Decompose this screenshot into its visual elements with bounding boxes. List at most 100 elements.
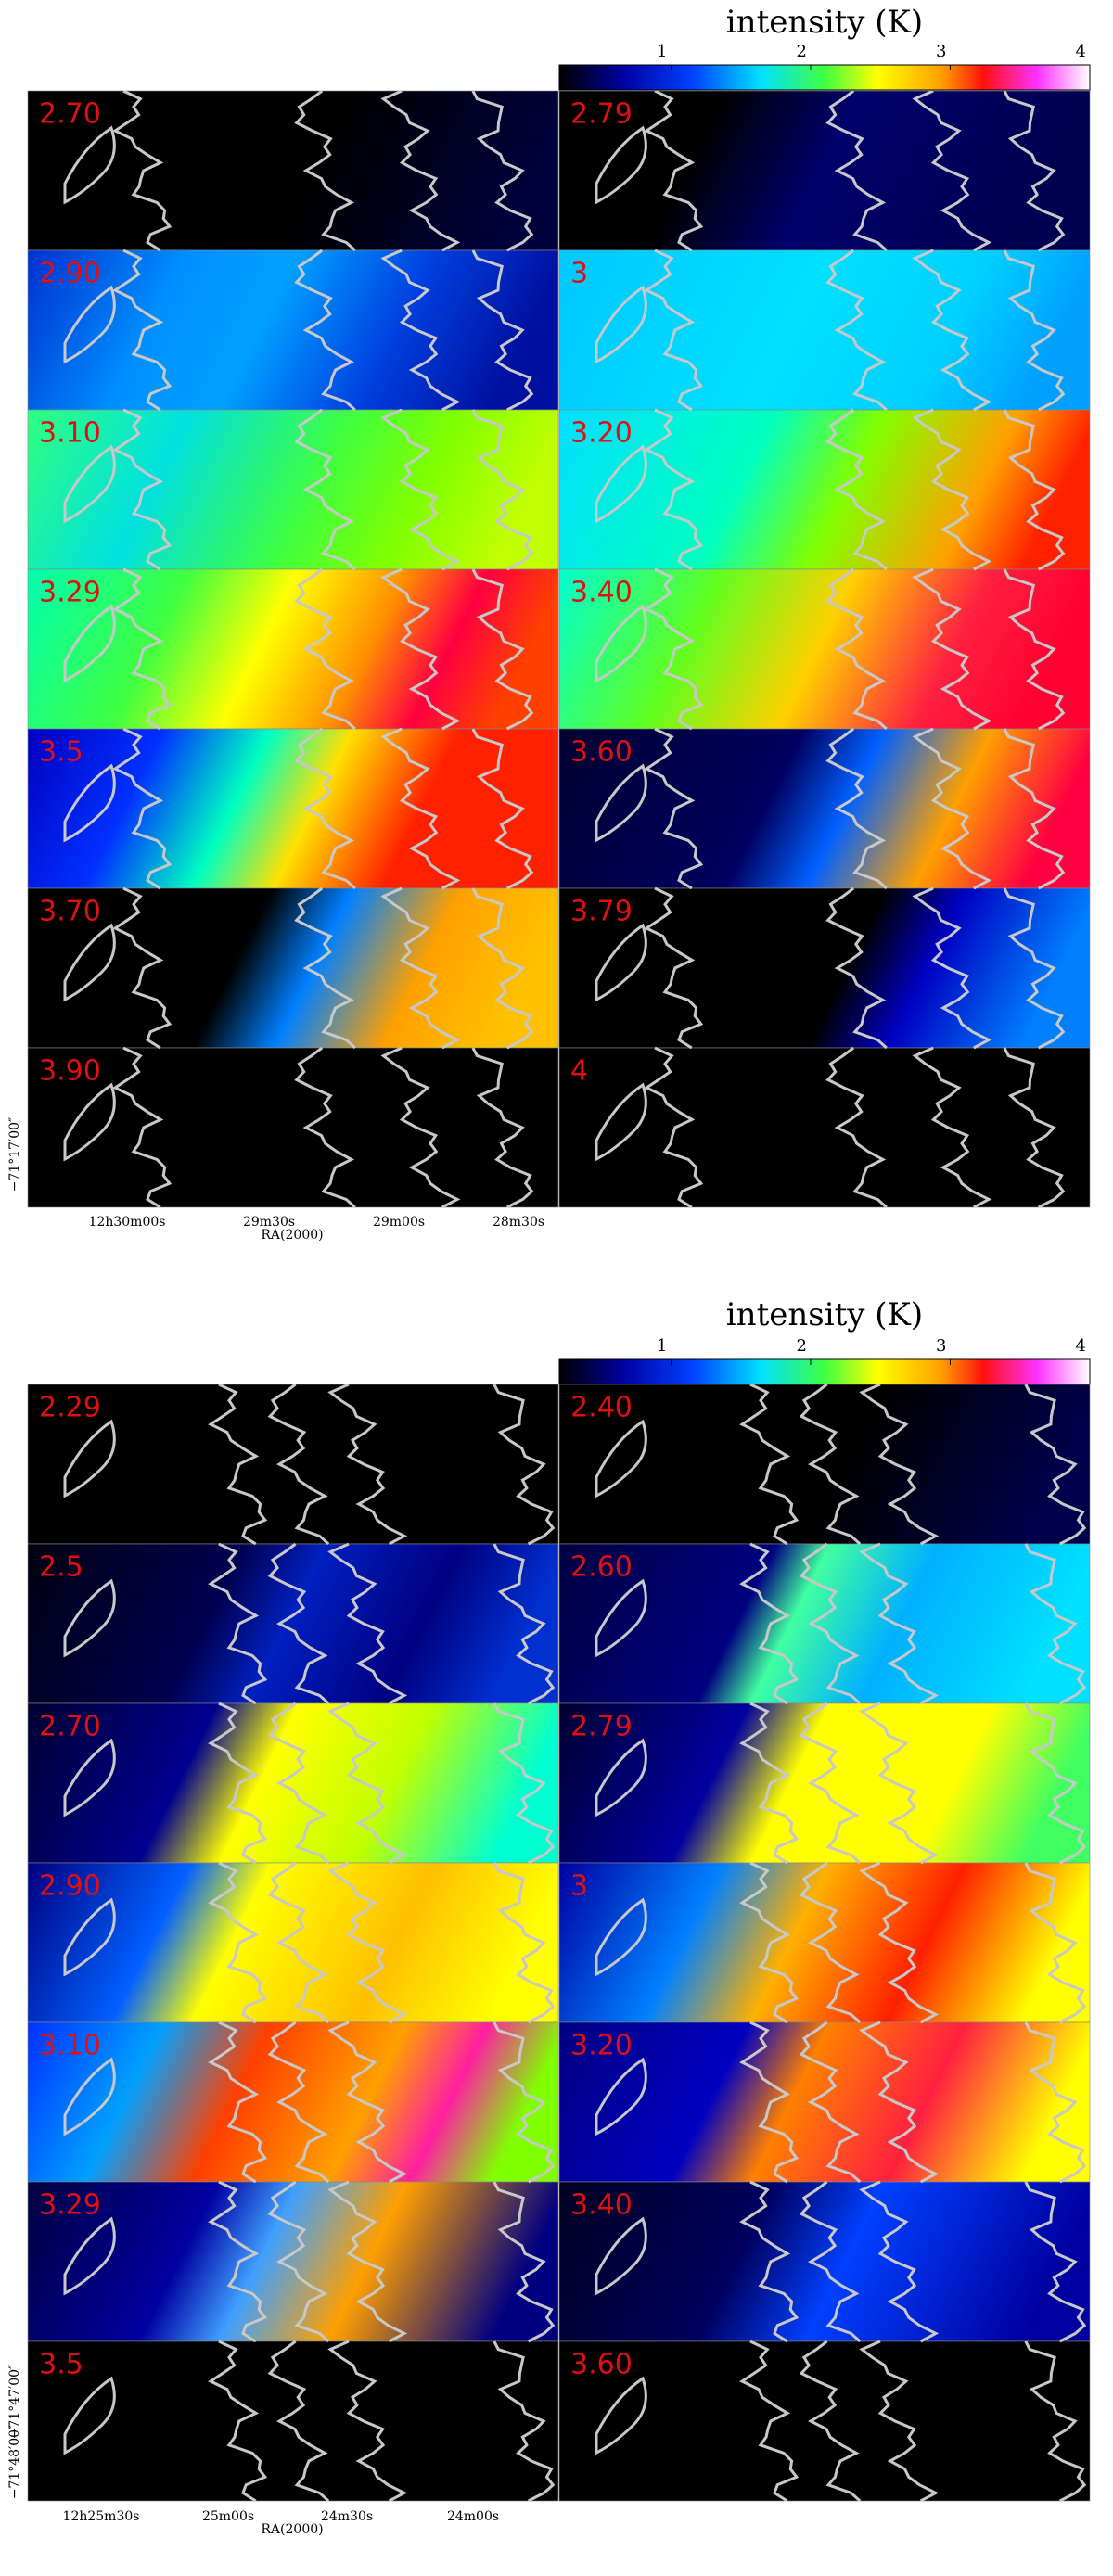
channel-panel <box>27 1543 559 1704</box>
panel-label: 3 <box>570 1870 588 1903</box>
contour-line <box>380 408 461 571</box>
contour-line <box>294 727 356 890</box>
channel-panel <box>558 409 1091 570</box>
contour-line <box>739 2021 800 2184</box>
channel-panel <box>27 409 559 570</box>
panel-label: 2.79 <box>570 98 633 131</box>
contour-line <box>112 91 173 252</box>
contour-line <box>1003 1047 1066 1207</box>
contour-blob <box>63 1897 116 1977</box>
contour-line <box>1003 249 1066 412</box>
ra-tick-label: 28m30s <box>493 1215 544 1230</box>
contour-line <box>912 408 992 571</box>
contour-line <box>208 2180 268 2343</box>
contour-line <box>112 567 173 731</box>
contour-line <box>644 1046 704 1207</box>
channel-map-figure: intensity (K) 1 2 3 4 2.70 2.79 2.90 3 3.10 3.20 3.… <box>7 4 1091 1243</box>
contour-line <box>471 91 534 252</box>
contour-line <box>471 1047 534 1207</box>
contour-line <box>327 2180 408 2343</box>
contour-line <box>859 2180 940 2343</box>
panel-label: 4 <box>570 1055 588 1088</box>
panel-label: 2.29 <box>39 1392 101 1424</box>
contour-line <box>825 1046 888 1207</box>
colorbar-tick-label: 2 <box>796 42 806 61</box>
contour-line <box>112 1046 173 1207</box>
channel-map-figure: intensity (K) 1 2 3 4 2.29 2.40 2.5 2.60 2.70 2.79… <box>7 1296 1091 2537</box>
contour-line <box>208 1702 268 1865</box>
dec-tick-label: −71°47′00″ <box>7 2365 22 2440</box>
contour-line <box>825 408 888 571</box>
contour-line <box>799 1384 862 1546</box>
contour-line <box>1024 2181 1087 2343</box>
contour-line <box>327 1861 408 2024</box>
contour-blob <box>63 604 116 683</box>
channel-panel <box>558 1543 1091 1704</box>
contour-line <box>380 91 461 252</box>
panel-label: 3.10 <box>39 417 101 450</box>
contour-line <box>739 1861 800 2024</box>
contour-blob <box>595 923 647 1002</box>
panel-label: 2.60 <box>570 1551 633 1584</box>
panel-label: 3.60 <box>570 736 633 769</box>
contour-line <box>825 91 888 252</box>
contour-blob <box>595 2057 647 2136</box>
contour-line <box>327 1542 408 1705</box>
panel-label: 3.20 <box>570 2030 633 2062</box>
panel-label: 2.90 <box>39 258 101 290</box>
channel-panel <box>558 1384 1091 1545</box>
ra-axis-label: RA(2000) <box>261 1228 323 1243</box>
contour-line <box>208 1384 268 1546</box>
panel-label: 3.29 <box>39 2189 101 2222</box>
contour-blob <box>595 763 647 843</box>
contour-line <box>208 2340 268 2501</box>
contour-line <box>112 886 173 1050</box>
contour-line <box>294 408 356 571</box>
panel-label: 3.70 <box>39 896 101 928</box>
dec-tick-label: −71°48′00″ <box>7 2425 22 2500</box>
panel-label: 3.5 <box>39 736 83 769</box>
contour-line <box>327 1702 408 1865</box>
contour-line <box>799 1702 862 1865</box>
ra-tick-label: 24m00s <box>447 2509 499 2524</box>
contour-line <box>471 887 534 1050</box>
channel-panel <box>27 90 559 251</box>
contour-line <box>112 249 173 412</box>
contour-line <box>380 886 461 1050</box>
contour-line <box>1003 409 1066 571</box>
colorbar-title: intensity (K) <box>726 4 923 41</box>
contour-line <box>208 2021 268 2184</box>
contour-line <box>267 1384 330 1546</box>
channel-panel <box>558 728 1091 889</box>
panel-label: 3.29 <box>39 577 101 609</box>
contour-line <box>1003 91 1066 252</box>
contour-line <box>739 1542 800 1705</box>
ra-tick-label: 25m00s <box>202 2509 254 2524</box>
contour-line <box>208 1542 268 1705</box>
channel-panel <box>558 1862 1091 2023</box>
contour-line <box>859 2021 940 2184</box>
contour-blob <box>63 2216 116 2296</box>
contour-blob <box>63 1419 116 1498</box>
contours <box>63 91 534 1207</box>
contour-line <box>859 1384 940 1546</box>
contour-line <box>267 2021 330 2184</box>
contour-line <box>294 249 356 412</box>
panel-label: 2.70 <box>39 1711 101 1743</box>
contours <box>63 1384 556 2501</box>
contour-line <box>644 727 704 890</box>
colorbar-tick-label: 3 <box>936 1336 946 1356</box>
contour-blob <box>63 1578 116 1658</box>
contour-line <box>294 91 356 252</box>
contour-line <box>294 1046 356 1207</box>
panel-label: 3.90 <box>39 1055 101 1088</box>
contour-line <box>1003 568 1066 731</box>
contour-line <box>327 2340 408 2501</box>
ra-tick-label: 12h25m30s <box>63 2509 140 2524</box>
colorbar-tick-label: 4 <box>1076 42 1086 61</box>
channel-panel <box>558 2340 1091 2502</box>
panel-label: 2.70 <box>39 98 101 131</box>
panel-label: 3.10 <box>39 2030 101 2062</box>
channel-panel <box>27 2181 559 2342</box>
contour-line <box>493 1384 556 1546</box>
